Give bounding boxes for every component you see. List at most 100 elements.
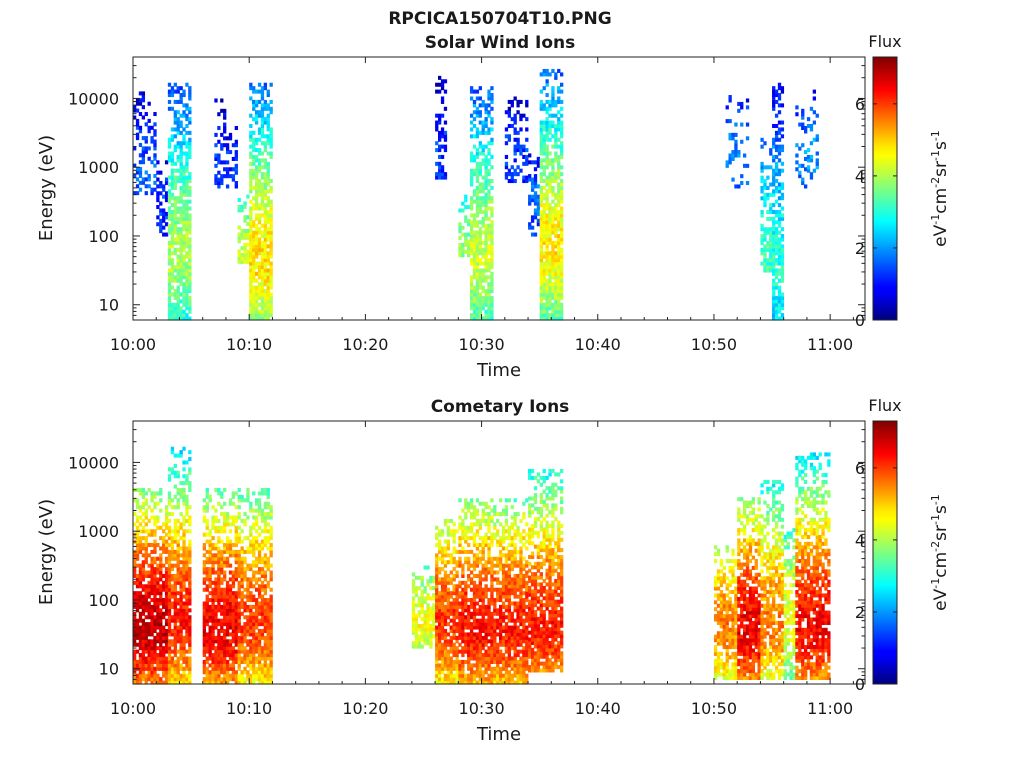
heatmap-cell <box>440 618 445 623</box>
heatmap-cell <box>179 316 183 321</box>
heatmap-cell <box>228 653 233 658</box>
heatmap-cell <box>481 261 485 266</box>
heatmap-cell <box>548 223 552 228</box>
heatmap-cell <box>234 656 238 661</box>
heatmap-cell <box>417 641 421 646</box>
heatmap-cell <box>795 105 799 110</box>
heatmap-cell <box>188 639 192 644</box>
heatmap-cell <box>170 659 175 664</box>
heatmap-cell <box>440 587 445 592</box>
heatmap-cell <box>141 105 146 110</box>
heatmap-cell <box>135 132 140 137</box>
heatmap-cell <box>173 251 177 256</box>
heatmap-cell <box>467 536 471 541</box>
heatmap-cell <box>472 223 477 228</box>
heatmap-cell <box>150 598 154 603</box>
heatmap-cell <box>173 264 177 270</box>
heatmap-cell <box>246 642 250 647</box>
heatmap-cell <box>469 240 474 245</box>
heatmap-cell <box>411 599 416 604</box>
heatmap-cell <box>557 306 561 311</box>
heatmap-cell <box>202 649 207 654</box>
heatmap-cell <box>260 663 265 668</box>
heatmap-cell <box>435 625 439 630</box>
heatmap-cell <box>214 677 218 682</box>
heatmap-cell <box>205 494 209 499</box>
heatmap-cell <box>469 622 474 627</box>
heatmap-cell <box>252 670 256 675</box>
heatmap-cell <box>475 223 480 228</box>
heatmap-cell <box>255 611 259 616</box>
heatmap-cell <box>551 103 555 108</box>
heatmap-cell <box>263 601 268 606</box>
heatmap-cell <box>179 192 183 197</box>
heatmap-cell <box>234 556 238 561</box>
heatmap-cell <box>257 189 262 194</box>
heatmap-cell <box>231 494 236 499</box>
heatmap-cell <box>252 299 256 304</box>
heatmap-cell <box>464 615 468 620</box>
heatmap-cell <box>525 127 529 132</box>
heatmap-cell <box>188 470 192 475</box>
heatmap-cell <box>257 622 262 627</box>
heatmap-cell <box>252 130 256 135</box>
heatmap-cell <box>260 117 265 122</box>
heatmap-cell <box>220 649 224 654</box>
heatmap-cell <box>182 206 186 211</box>
heatmap-cell <box>147 656 151 661</box>
heatmap-cell <box>475 306 480 311</box>
heatmap-cell <box>545 117 549 122</box>
heatmap-cell <box>147 580 151 585</box>
heatmap-cell <box>220 577 224 582</box>
heatmap-cell <box>188 264 192 270</box>
heatmap-cell <box>156 205 160 210</box>
heatmap-cell <box>467 649 471 654</box>
heatmap-cell <box>548 289 552 294</box>
heatmap-cell <box>446 525 451 530</box>
heatmap-cell <box>777 299 782 304</box>
heatmap-cell <box>188 179 192 184</box>
heatmap-cell <box>472 99 477 104</box>
heatmap-cell <box>519 144 523 149</box>
heatmap-cell <box>525 103 529 108</box>
heatmap-cell <box>432 627 436 632</box>
heatmap-cell <box>167 230 172 235</box>
heatmap-cell <box>135 622 140 627</box>
heatmap-cell <box>745 105 750 110</box>
heatmap-cell <box>231 625 236 630</box>
heatmap-cell <box>551 179 555 184</box>
heatmap-cell <box>446 591 451 596</box>
heatmap-cell <box>260 89 265 94</box>
heatmap-cell <box>510 179 514 184</box>
heatmap-cell <box>458 632 462 637</box>
heatmap-cell <box>455 646 459 651</box>
heatmap-cell <box>179 268 183 273</box>
heatmap-cell <box>173 275 177 280</box>
heatmap-cell <box>173 213 177 218</box>
heatmap-cell <box>487 289 491 294</box>
heatmap-cell <box>257 584 262 589</box>
heatmap-cell <box>237 505 241 510</box>
heatmap-cell <box>777 203 782 208</box>
heatmap-cell <box>141 573 146 578</box>
heatmap-cell <box>188 543 192 548</box>
heatmap-cell <box>432 579 436 584</box>
heatmap-cell <box>150 677 154 682</box>
heatmap-cell <box>438 75 442 80</box>
heatmap-cell <box>208 615 212 620</box>
heatmap-cell <box>263 254 268 259</box>
heatmap-cell <box>469 642 474 647</box>
heatmap-cell <box>777 268 782 273</box>
heatmap-cell <box>159 487 163 493</box>
heatmap-cell <box>176 309 180 314</box>
heatmap-cell <box>138 112 143 117</box>
heatmap-cell <box>774 99 779 104</box>
heatmap-cell <box>237 622 241 627</box>
heatmap-cell <box>490 96 494 101</box>
heatmap-cell <box>249 525 253 530</box>
heatmap-cell <box>182 134 186 139</box>
heatmap-cell <box>234 184 238 189</box>
heatmap-cell <box>774 148 779 153</box>
heatmap-cell <box>411 606 416 611</box>
heatmap-cell <box>257 82 262 87</box>
